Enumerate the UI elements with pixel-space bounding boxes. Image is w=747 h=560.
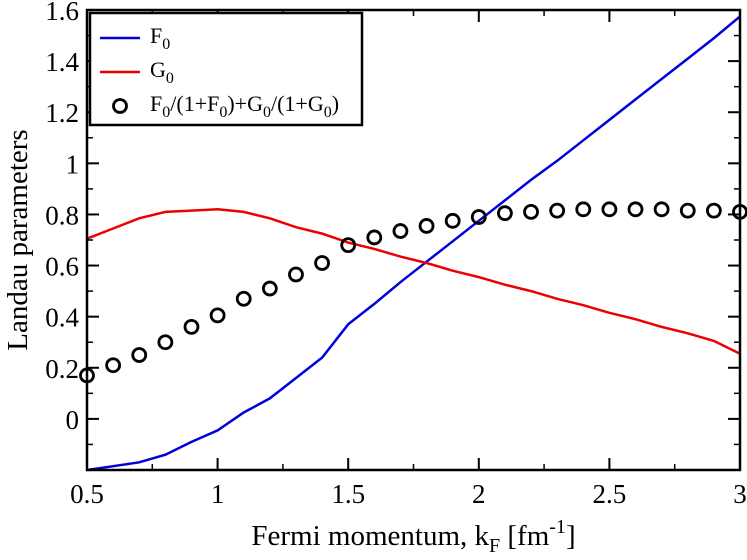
legend-label-0: F0 [150, 23, 170, 53]
legend: F0 G0 F0/(1+F0)+G0/(1+G0) [88, 11, 364, 127]
x-axis-ticks: 0.5 1 1.5 2 2.5 3 [70, 10, 747, 509]
scatter-point [392, 223, 409, 239]
x-tick-label: 0.5 [70, 479, 104, 509]
scatter-point [627, 201, 644, 218]
y-tick-label: 0 [66, 405, 80, 435]
scatter-point [157, 334, 174, 351]
y-tick-label: 1 [66, 149, 80, 179]
y-tick-label: 0.6 [45, 252, 79, 282]
y-tick-label: 1.4 [45, 47, 79, 77]
y-axis-label: Landau parameters [2, 129, 34, 350]
scatter-point [679, 202, 696, 219]
x-tick-label: 1 [211, 479, 225, 509]
series-line-1 [86, 208, 741, 355]
x-tick-label: 2.5 [593, 479, 627, 509]
x-tick-label: 2 [472, 479, 486, 509]
y-tick-label: 1.6 [45, 0, 79, 26]
scatter-point [261, 280, 278, 297]
y-tick-label: 0.8 [45, 200, 79, 230]
scatter-point [209, 307, 226, 324]
series-line-0 [86, 15, 741, 472]
scatter-point [653, 201, 670, 218]
scatter-point [549, 202, 566, 219]
scatter-point [523, 203, 539, 220]
scatter-point [418, 218, 435, 234]
scatter-point [497, 205, 513, 222]
scatter-point [601, 201, 618, 218]
scatter-point [705, 202, 722, 219]
legend-label-1: G0 [150, 57, 174, 87]
legend-label-2: F0/(1+F0)+G0/(1+G0) [150, 91, 339, 121]
legend-swatch-2 [112, 98, 128, 114]
y-tick-label: 1.2 [45, 98, 79, 128]
data-layer [79, 15, 747, 472]
scatter-point [314, 255, 330, 271]
scatter-point [470, 209, 487, 225]
y-tick-label: 0.4 [45, 303, 79, 333]
scatter-point [235, 290, 252, 307]
x-tick-label: 3 [733, 479, 747, 509]
scatter-point [131, 347, 148, 363]
scatter-point [366, 229, 383, 246]
legend-box [88, 11, 364, 127]
scatter-point [444, 212, 461, 229]
x-tick-label: 1.5 [331, 479, 365, 509]
scatter-point [288, 266, 304, 283]
scatter-point [183, 318, 200, 335]
y-tick-label: 0.2 [45, 354, 79, 384]
scatter-point [105, 357, 122, 374]
scatter-point [340, 237, 357, 254]
scatter-point [575, 201, 592, 218]
x-axis-label: Fermi momentum, kF [fm-1] [251, 516, 575, 557]
